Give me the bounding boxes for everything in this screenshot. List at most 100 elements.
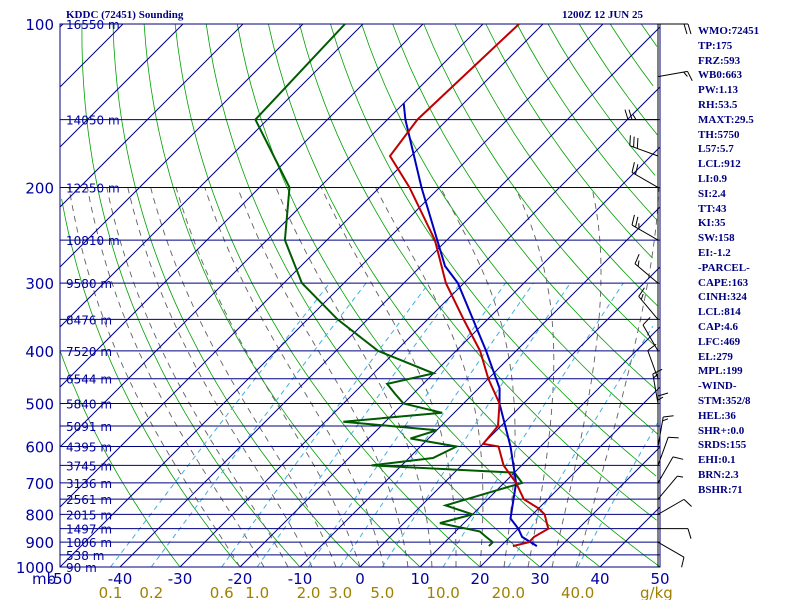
isotherm-line <box>59 23 544 508</box>
wind-barb-staff <box>642 324 659 352</box>
dry-adiabat <box>578 23 658 136</box>
temperature-tick-label: 10 <box>410 570 429 588</box>
pressure-tick-label: 600 <box>25 439 54 457</box>
mixing-ratio-tick-label: 20.0 <box>492 584 525 600</box>
wind-barb-flag <box>687 23 692 35</box>
height-label: 10810 m <box>66 234 120 248</box>
wind-barb-flag <box>628 109 633 120</box>
height-label: 12250 m <box>66 181 120 195</box>
temperature-tick-label: 30 <box>530 570 549 588</box>
wind-barb <box>631 162 659 188</box>
isotherm-line <box>59 23 124 88</box>
moist-adiabat <box>106 187 289 568</box>
mixing-ratio-line <box>221 282 430 568</box>
moist-adiabat <box>514 187 555 568</box>
index-item: LFC:469 <box>698 335 741 348</box>
isotherm-line <box>119 26 661 568</box>
index-item: STM:352/8 <box>698 394 751 407</box>
wind-barb <box>657 456 684 484</box>
mixing-ratio-tick-label: 0.6 <box>210 584 234 600</box>
index-item: CAPE:163 <box>698 276 749 289</box>
wind-barb-flag <box>662 418 669 422</box>
station-title: KDDC (72451) Sounding <box>66 9 184 21</box>
mixing-ratio-tick-label: 2.0 <box>297 584 321 600</box>
mixing-ratio-unit-label: g/kg <box>640 584 673 600</box>
height-label: 8476 m <box>66 313 112 327</box>
mixing-ratio-line <box>110 282 331 568</box>
index-item: MAXT:29.5 <box>698 113 754 126</box>
height-label: 3136 m <box>66 477 112 491</box>
pressure-tick-label: 100 <box>25 16 54 34</box>
mixing-ratio-tick-label: 1.0 <box>245 584 269 600</box>
temperature-tick-label: 40 <box>590 570 609 588</box>
wind-barb-flag <box>681 557 685 568</box>
height-label: 9580 m <box>66 277 112 291</box>
wind-barb-staff <box>657 437 669 466</box>
mixing-ratio-tick-label: 0.1 <box>99 584 123 600</box>
isotherm-line <box>599 506 661 568</box>
mixing-ratio-tick-label: 5.0 <box>370 584 394 600</box>
moist-adiabat <box>575 187 660 568</box>
wind-barb-flag <box>652 368 663 375</box>
mixing-ratio-tick-label: 0.2 <box>139 584 163 600</box>
temperature-tick-label: -40 <box>108 570 133 588</box>
index-item: BRN:2.3 <box>698 468 739 481</box>
height-label: 538 m <box>66 549 104 563</box>
wind-barb-flag <box>637 260 640 267</box>
temperature-tick-label: 20 <box>470 570 489 588</box>
wind-barb-flag <box>687 528 692 539</box>
dry-adiabat <box>547 23 656 176</box>
dry-adiabat <box>609 23 654 87</box>
wind-barb-staff <box>652 373 659 404</box>
wind-barb <box>657 70 693 81</box>
dry-adiabat <box>423 23 655 346</box>
dry-adiabat <box>361 23 659 435</box>
dry-adiabat <box>174 23 481 568</box>
index-item: MPL:199 <box>698 365 743 378</box>
stability-indices-list: WMO:72451 TP:175 FRZ:593 WB0:663 PW:1.13 RH:5… <box>698 24 798 498</box>
index-item: PW:1.13 <box>698 84 739 97</box>
height-label: 2561 m <box>66 493 112 507</box>
background-grid <box>59 23 661 568</box>
index-item: SHR+:0.0 <box>698 424 745 437</box>
wind-barb-staff <box>638 296 659 320</box>
dry-adiabat <box>205 23 541 568</box>
isotherm-line <box>59 23 184 148</box>
isotherm-line <box>59 23 304 268</box>
index-item: WMO:72451 <box>698 25 760 37</box>
index-item: LI:0.9 <box>698 172 728 185</box>
index-item: TH:5750 <box>698 128 740 141</box>
dry-adiabat <box>516 23 658 221</box>
wind-barb-staff <box>631 224 659 241</box>
pressure-tick-label: 200 <box>25 179 54 197</box>
wind-barb-staff <box>631 172 659 188</box>
wind-barb-flag <box>629 135 631 146</box>
wind-barb-flag <box>634 164 639 175</box>
isotherm-line <box>539 446 661 568</box>
height-label: 5091 m <box>66 420 112 434</box>
height-label: 2015 m <box>66 508 112 522</box>
temperature-tick-label: -30 <box>168 570 193 588</box>
dry-adiabat <box>236 23 601 568</box>
wind-barb <box>634 254 659 284</box>
isotherm-line <box>59 23 484 448</box>
wind-barb-flag <box>631 214 635 226</box>
moist-adiabat <box>551 187 602 568</box>
moist-adiabat <box>127 187 313 568</box>
mixing-ratio-tick-label: 40.0 <box>561 584 594 600</box>
index-item: EI:-1.2 <box>698 246 731 259</box>
height-label: 5840 m <box>66 398 112 412</box>
pressure-tick-label: 400 <box>25 343 54 361</box>
height-label: 3745 m <box>66 459 112 473</box>
temperature-tick-label: 0 <box>355 570 365 588</box>
index-item: CINH:324 <box>698 291 747 304</box>
wind-barb <box>657 475 684 500</box>
index-item: -PARCEL- <box>698 261 750 274</box>
temperature-profile <box>388 24 550 548</box>
index-item: RH:53.5 <box>698 98 738 111</box>
wind-barb <box>624 109 658 121</box>
wind-barb-flag <box>647 343 657 351</box>
index-item: SW:158 <box>698 232 735 245</box>
temperature-tick-label: -50 <box>48 570 73 588</box>
